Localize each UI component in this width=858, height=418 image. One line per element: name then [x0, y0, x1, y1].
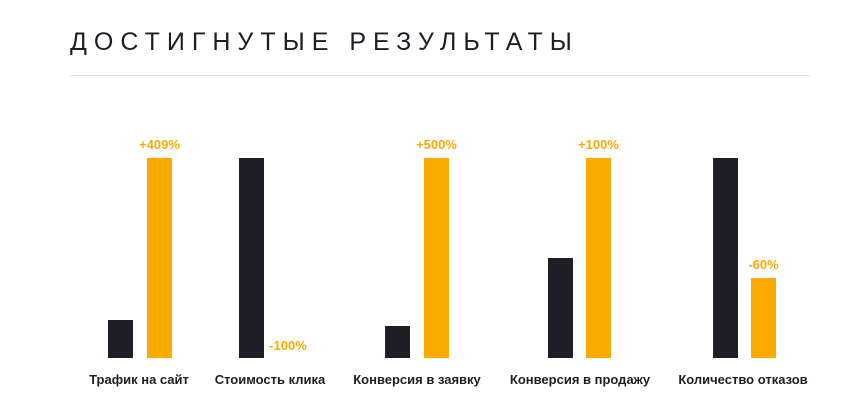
bar-after-2: [424, 158, 449, 358]
bar-after-0: [147, 158, 172, 358]
category-label-1: Стоимость клика: [214, 372, 326, 387]
data-label-0: +409%: [139, 137, 180, 152]
category-label-0: Трафик на сайт: [89, 372, 189, 387]
bar-before-1: [239, 158, 264, 358]
bar-before-0: [108, 320, 133, 358]
bar-after-3: [586, 158, 611, 358]
data-label-2: +500%: [416, 137, 457, 152]
title-divider: [70, 75, 810, 76]
bar-before-2: [385, 326, 410, 358]
category-label-3: Конверсия в продажу: [509, 372, 651, 387]
category-label-4: Количество отказов: [678, 372, 808, 387]
page-title: ДОСТИГНУТЫЕ РЕЗУЛЬТАТЫ: [70, 28, 579, 56]
data-label-4: -60%: [748, 257, 779, 272]
bar-before-3: [548, 258, 573, 358]
bar-before-4: [713, 158, 738, 358]
category-label-2: Конверсия в заявку: [353, 372, 481, 387]
data-label-3: +100%: [578, 137, 619, 152]
data-label-1: -100%: [269, 338, 307, 353]
bar-after-4: [751, 278, 776, 358]
